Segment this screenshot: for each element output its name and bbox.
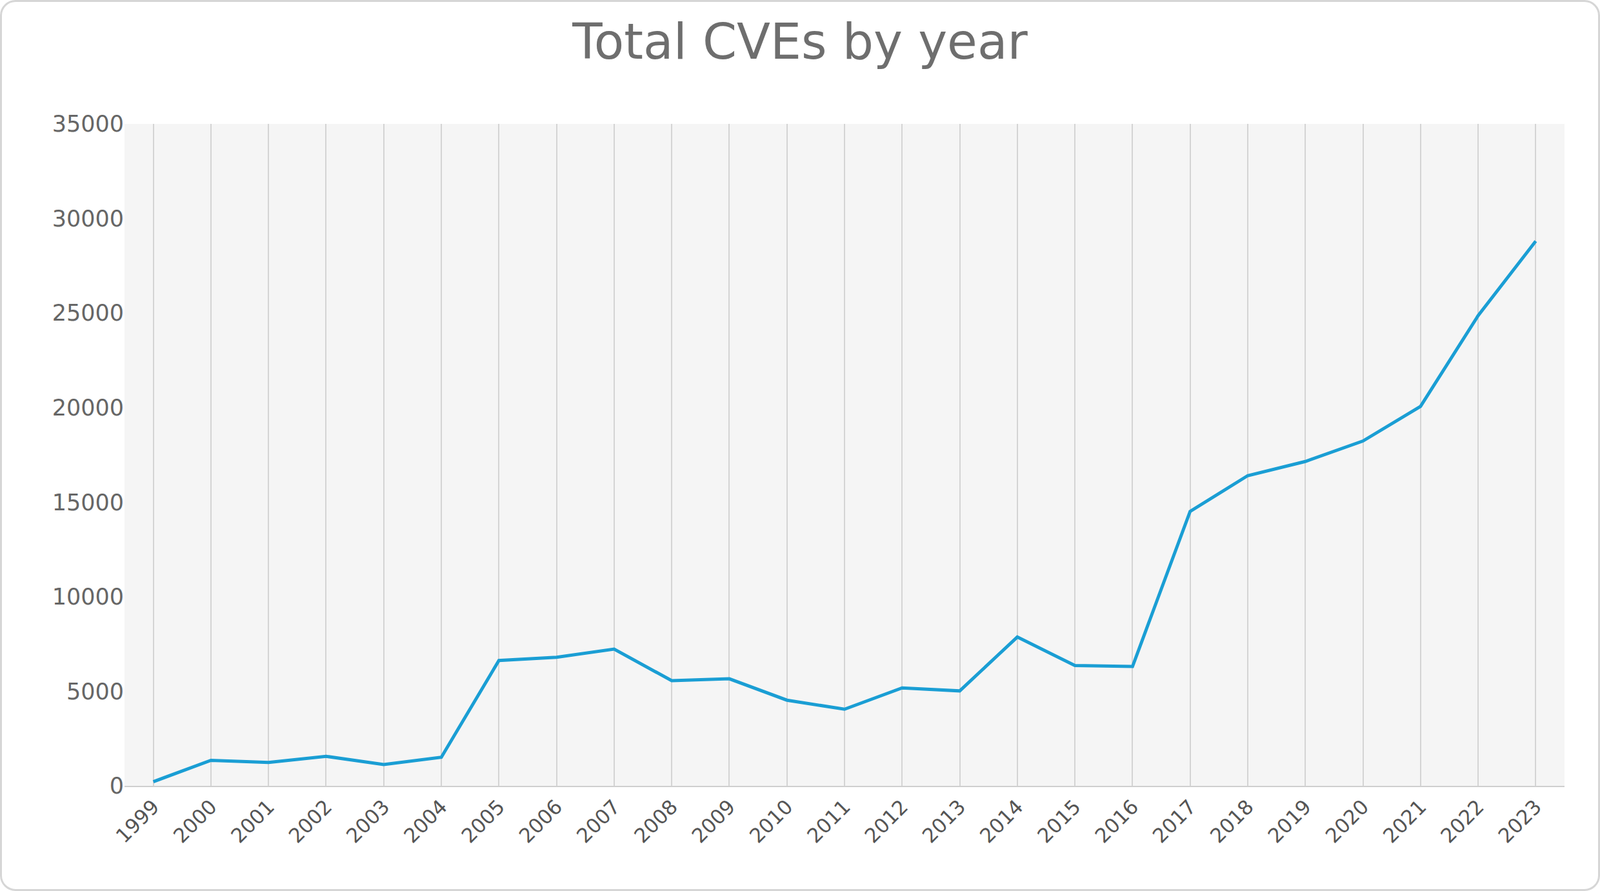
svg-text:2012: 2012 [860, 794, 913, 848]
svg-text:2010: 2010 [744, 794, 797, 848]
svg-text:Total CVEs by year: Total CVEs by year [571, 12, 1028, 71]
svg-text:2020: 2020 [1320, 794, 1373, 848]
svg-text:2016: 2016 [1090, 794, 1143, 848]
svg-text:2003: 2003 [341, 794, 394, 848]
svg-text:1999: 1999 [110, 794, 164, 848]
svg-text:2022: 2022 [1436, 794, 1489, 848]
svg-text:2019: 2019 [1263, 794, 1316, 848]
svg-text:2014: 2014 [974, 794, 1028, 848]
svg-text:2008: 2008 [629, 794, 682, 848]
svg-text:20000: 20000 [52, 394, 124, 421]
svg-text:2000: 2000 [169, 794, 222, 848]
svg-text:35000: 35000 [52, 110, 124, 137]
svg-text:2006: 2006 [514, 794, 567, 848]
svg-text:2015: 2015 [1032, 794, 1086, 848]
svg-text:0: 0 [109, 772, 124, 799]
svg-text:2004: 2004 [399, 794, 452, 848]
svg-text:2013: 2013 [917, 794, 970, 848]
svg-text:2017: 2017 [1147, 794, 1200, 848]
svg-text:5000: 5000 [66, 678, 124, 705]
svg-text:2001: 2001 [226, 794, 279, 848]
svg-text:2018: 2018 [1205, 794, 1259, 848]
svg-text:2002: 2002 [283, 794, 337, 848]
svg-text:30000: 30000 [52, 205, 124, 232]
svg-text:2005: 2005 [456, 794, 510, 848]
svg-text:10000: 10000 [52, 583, 124, 610]
svg-text:2021: 2021 [1378, 794, 1431, 848]
svg-text:2011: 2011 [802, 794, 855, 848]
svg-text:2009: 2009 [687, 794, 740, 848]
svg-text:15000: 15000 [52, 489, 124, 516]
svg-text:2007: 2007 [572, 794, 625, 848]
svg-text:25000: 25000 [52, 300, 124, 326]
svg-text:2023: 2023 [1493, 794, 1546, 848]
